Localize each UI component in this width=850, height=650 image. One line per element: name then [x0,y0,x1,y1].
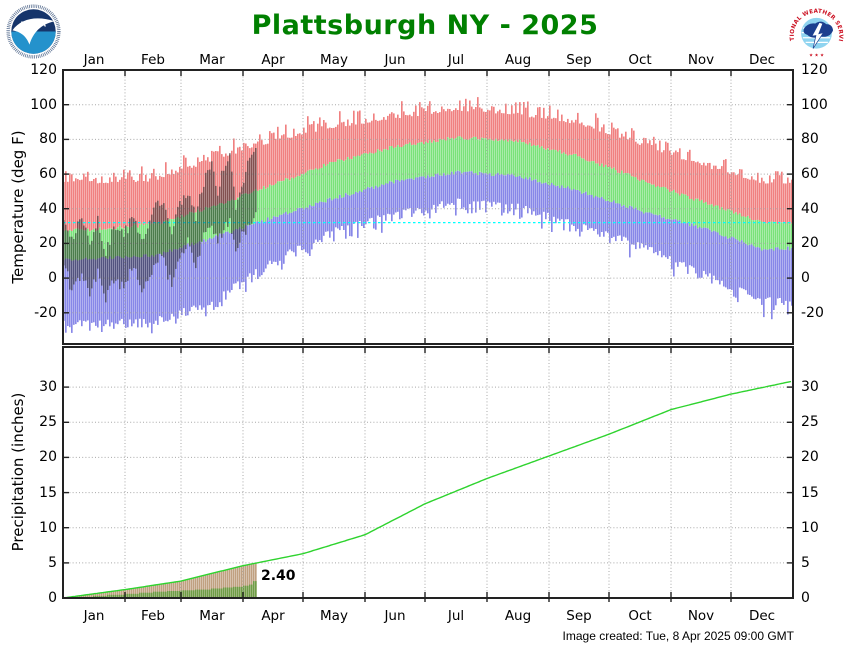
image-created-text: Image created: Tue, 8 Apr 2025 09:00 GMT [562,629,794,643]
page-title: Plattsburgh NY - 2025 [251,10,599,41]
noaa-logo-text: NOAA [20,19,46,28]
noaa-logo-sea [11,31,56,54]
month-label-top: Nov [687,52,715,68]
temp-tick-left: 120 [30,62,57,78]
month-label-top: Jul [447,52,465,68]
temp-tick-right: 60 [801,166,819,183]
precip-tick-left: 0 [48,590,57,606]
noaa-logo: NOAA [5,3,62,60]
month-label-bottom: Jul [447,608,465,624]
panel-frames [62,69,794,602]
month-label-bottom: Feb [141,608,165,624]
temp-tick-right: 80 [801,131,819,148]
precip-tick-left: 5 [48,554,57,571]
precip-tick-right: 0 [801,590,810,606]
precip-total-label: 2.40 [259,568,298,584]
temp-tick-left: 80 [39,131,57,148]
temp-tick-left: 100 [30,96,57,113]
month-label-bottom: Oct [628,608,652,624]
month-label-bottom: Aug [504,608,532,624]
month-label-bottom: Apr [261,608,285,624]
month-label-top: Mar [199,52,225,68]
month-label-top: Sep [566,52,592,68]
nws-logo: NATIONAL WEATHER SERVICE ★ ★ ★ [788,3,845,60]
precip-tick-left: 20 [39,449,57,466]
precip-tick-right: 20 [801,449,819,466]
month-label-top: Feb [141,52,165,68]
temp-tick-left: 0 [48,270,57,287]
temp-tick-right: 40 [801,200,819,217]
precipitation-fills [63,563,257,598]
observed-temperature-bars [63,148,257,303]
normal-precip-line [62,380,792,599]
temp-tick-right: 20 [801,235,819,252]
noaa-logo-microtext-ring [6,4,61,59]
nws-logo-stars-icon: ★ ★ ★ [809,53,824,59]
month-label-bottom: Jan [83,608,105,624]
temp-tick-left: -20 [34,304,57,321]
temp-tick-right: 120 [801,62,828,78]
month-label-top: Jan [83,52,105,68]
month-label-top: Oct [628,52,652,68]
precip-tick-left: 15 [39,484,57,501]
month-label-bottom: Dec [748,608,776,624]
precip-tick-right: 10 [801,519,819,536]
month-label-bottom: Sep [566,608,592,624]
temperature-bands [63,97,793,334]
precip-tick-left: 30 [39,379,57,396]
temp-tick-left: 20 [39,235,57,252]
noaa-logo-bird-icon [12,18,55,45]
precip-tick-left: 25 [39,414,57,431]
month-label-bottom: Nov [687,608,715,624]
gridlines [63,70,793,598]
month-label-top: Dec [748,52,776,68]
month-label-top: Apr [261,52,285,68]
month-label-bottom: Jun [384,608,406,624]
temp-tick-right: 100 [801,96,828,113]
precip-tick-left: 10 [39,519,57,536]
month-label-top: Jun [384,52,406,68]
precip-tick-right: 15 [801,484,819,501]
precip-tick-right: 25 [801,414,819,431]
temp-tick-left: 40 [39,200,57,217]
temp-tick-right: -20 [801,304,824,321]
temp-tick-left: 60 [39,166,57,183]
month-label-bottom: May [320,608,348,624]
nws-logo-lightning-icon [811,21,825,49]
precip-tick-right: 5 [801,554,810,571]
precip-tick-right: 30 [801,379,819,396]
month-label-top: Aug [504,52,532,68]
temp-tick-right: 0 [801,270,810,287]
month-label-top: May [320,52,348,68]
month-label-bottom: Mar [199,608,225,624]
